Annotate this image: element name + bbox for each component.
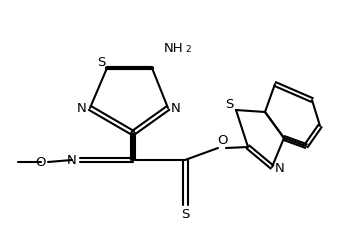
Text: N: N	[171, 102, 181, 114]
Text: S: S	[181, 208, 189, 220]
Text: N: N	[77, 102, 87, 114]
Text: O: O	[35, 156, 45, 168]
Text: N: N	[275, 162, 285, 175]
Text: NH: NH	[164, 42, 184, 54]
Text: O: O	[217, 134, 227, 146]
Text: S: S	[97, 56, 105, 70]
Text: S: S	[225, 98, 233, 110]
Text: 2: 2	[185, 46, 191, 54]
Text: N: N	[67, 154, 77, 166]
